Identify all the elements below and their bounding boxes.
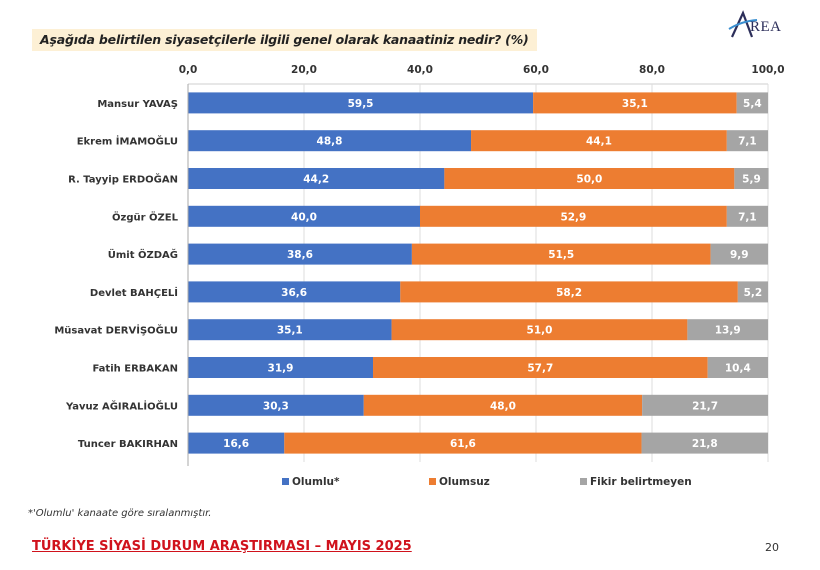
data-label: 48,0 — [490, 400, 516, 412]
bar-segment-fikir-belirtmeyen — [707, 357, 768, 378]
data-label: 21,7 — [692, 400, 718, 412]
x-axis-ticks: 0,0 20,0 40,0 60,0 80,0 100,0 — [179, 64, 785, 76]
category-label: R. Tayyip ERDOĞAN — [68, 173, 178, 186]
data-label: 38,6 — [287, 249, 313, 261]
bar-segment-olumsuz — [444, 168, 735, 189]
bar-segment-olumsuz — [284, 432, 642, 454]
data-label: 44,2 — [303, 174, 329, 186]
bar-segment-fikir-belirtmeyen — [734, 168, 769, 189]
bar-segment-fikir-belirtmeyen — [726, 205, 768, 227]
legend-item-olumsuz: Olumsuz — [429, 476, 490, 488]
bar-segment-olumsuz — [420, 205, 727, 227]
stacked-bar-chart: 0,0 20,0 40,0 60,0 80,0 100,0 59,5 35,1 5,4 48,8… — [54, 64, 785, 466]
data-label: 9,9 — [730, 249, 749, 261]
category-label: Devlet BAHÇELİ — [90, 285, 178, 299]
bar-segment-fikir-belirtmeyen — [641, 432, 768, 454]
bar-segment-fikir-belirtmeyen — [710, 243, 768, 265]
category-label: Müsavat DERVİŞOĞLU — [54, 323, 178, 337]
data-label: 10,4 — [725, 363, 751, 375]
data-label: 48,8 — [317, 136, 343, 148]
footer-title: TÜRKİYE SİYASİ DURUM ARAŞTIRMASI – MAYIS… — [32, 539, 412, 554]
bar-segment-olumlu — [188, 243, 412, 265]
bar-segment-olumsuz — [400, 281, 738, 303]
data-label: 5,4 — [743, 98, 762, 110]
data-label: 35,1 — [277, 325, 303, 337]
data-label: 7,1 — [738, 211, 757, 223]
bar-segment-olumsuz — [471, 130, 727, 152]
data-label: 40,0 — [291, 211, 317, 223]
bar-segment-olumsuz — [373, 357, 708, 378]
bar-segment-olumsuz — [411, 243, 711, 265]
bar-segment-fikir-belirtmeyen — [726, 130, 768, 152]
data-label: 13,9 — [715, 325, 741, 337]
data-label: 57,7 — [527, 363, 553, 375]
bar-segment-olumlu — [188, 130, 472, 152]
data-label: 51,5 — [548, 249, 574, 261]
data-label: 30,3 — [263, 400, 289, 412]
legend-swatch-olumsuz — [429, 477, 436, 485]
bar-segment-olumlu — [188, 205, 420, 227]
data-label: 31,9 — [268, 363, 294, 375]
data-label: 5,9 — [742, 174, 761, 186]
category-label: Ümit ÖZDAĞ — [108, 247, 178, 261]
legend: Olumlu* Olumsuz Fikir belirtmeyen — [0, 476, 820, 492]
x-tick-label: 100,0 — [751, 64, 784, 76]
data-label: 36,6 — [281, 287, 307, 299]
legend-swatch-fikir — [580, 477, 587, 485]
category-label: Özgür ÖZEL — [112, 209, 179, 223]
bar-segment-olumlu — [188, 168, 445, 189]
data-label: 58,2 — [556, 287, 582, 299]
logo-text: REA — [750, 19, 782, 35]
logo-a-icon — [728, 10, 758, 38]
x-tick-label: 20,0 — [291, 64, 317, 76]
legend-label: Olumsuz — [439, 476, 490, 488]
bar-segment-fikir-belirtmeyen — [736, 92, 768, 114]
bar-segment-olumsuz — [391, 319, 688, 341]
data-label: 44,1 — [586, 136, 612, 148]
bars: 59,5 35,1 5,4 48,8 44,1 7,1 44,2 50,0 5,9 40,0 52,… — [188, 92, 769, 454]
data-label: 21,8 — [692, 438, 718, 450]
bar-segment-fikir-belirtmeyen — [642, 394, 768, 416]
bar-segment-olumlu — [188, 394, 364, 416]
category-label: Fatih ERBAKAN — [92, 364, 178, 375]
data-label: 35,1 — [622, 98, 648, 110]
legend-item-fikir-belirtmeyen: Fikir belirtmeyen — [580, 476, 692, 488]
bar-segment-olumlu — [188, 357, 374, 378]
footnote: *'Olumlu' kanaate göre sıralanmıştır. — [28, 508, 212, 519]
category-label: Tuncer BAKIRHAN — [78, 439, 178, 450]
bar-segment-olumsuz — [533, 92, 737, 114]
area-logo: REA — [728, 10, 798, 40]
data-label: 51,0 — [527, 325, 553, 337]
survey-question: Aşağıda belirtilen siyasetçilerle ilgili… — [32, 29, 537, 51]
x-tick-label: 40,0 — [407, 64, 433, 76]
x-tick-label: 0,0 — [179, 64, 198, 76]
data-label: 50,0 — [576, 174, 602, 186]
data-label: 16,6 — [223, 438, 249, 450]
bar-segment-fikir-belirtmeyen — [737, 281, 768, 303]
legend-item-olumlu: Olumlu* — [282, 476, 340, 488]
bar-segment-olumlu — [188, 92, 534, 114]
bar-segment-fikir-belirtmeyen — [687, 319, 768, 341]
bar-segment-olumsuz — [363, 394, 643, 416]
data-label: 7,1 — [738, 136, 757, 148]
page-number: 20 — [765, 541, 779, 554]
data-label: 61,6 — [450, 438, 476, 450]
category-label: Ekrem İMAMOĞLU — [77, 134, 178, 148]
legend-label: Olumlu* — [292, 476, 340, 488]
data-label: 59,5 — [348, 98, 374, 110]
category-label: Yavuz AĞIRALİOĞLU — [65, 398, 178, 412]
category-label: Mansur YAVAŞ — [97, 99, 178, 110]
bar-segment-olumlu — [188, 319, 392, 341]
x-tick-label: 80,0 — [639, 64, 665, 76]
category-labels: Mansur YAVAŞ Ekrem İMAMOĞLU R. Tayyip ERDO… — [54, 99, 178, 450]
bar-segment-olumlu — [188, 281, 401, 303]
data-label: 52,9 — [560, 211, 586, 223]
legend-label: Fikir belirtmeyen — [590, 476, 692, 488]
bar-segment-olumlu — [188, 432, 285, 454]
legend-swatch-olumlu — [282, 477, 289, 485]
data-label: 5,2 — [744, 287, 763, 299]
x-tick-label: 60,0 — [523, 64, 549, 76]
